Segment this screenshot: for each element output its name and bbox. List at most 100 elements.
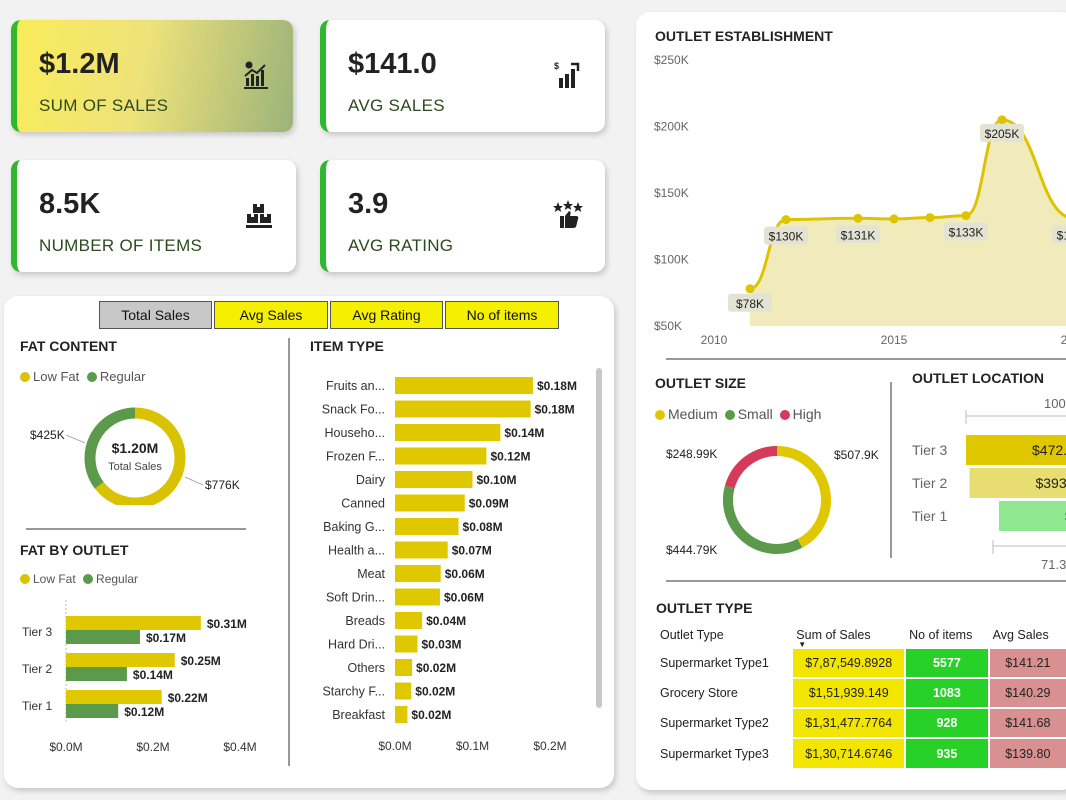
donut-slice [94,407,186,505]
data-label-bg [980,123,1024,142]
divider [666,580,1066,582]
vertical-divider [288,338,290,766]
outlet-type-title: OUTLET TYPE [656,600,753,616]
cell-outlet-type: Supermarket Type2 [656,707,793,738]
kpi-label: AVG RATING [348,236,454,255]
category-label: Tier 3 [912,442,947,458]
data-label-bg [944,222,988,241]
tick-label: $0.0M [49,740,82,754]
data-point [781,215,791,225]
cell-sum-of-sales: $1,51,939.149 [791,677,906,708]
donut-label-medium: $507.9K [834,448,879,462]
data-label: $0.02M [415,685,455,699]
tab-no-of-items[interactable]: No of items [445,301,559,329]
data-label: $0.02M [411,708,451,722]
data-label: $0.06M [444,591,484,605]
table-row[interactable]: Supermarket Type3 $1,30,714.6746 935 $139.8… [656,737,1066,768]
data-label: $0.03M [421,638,461,652]
package-boxes-icon [246,204,272,228]
bar [66,667,127,681]
column-header-no-of-items[interactable]: No of items [909,627,973,642]
data-point [997,115,1007,125]
kpi-card-number-of-items: 8.5K NUMBER OF ITEMS [11,160,296,272]
cell-sum-of-sales: $7,87,549.8928 [791,647,906,678]
category-label: Breakfast [332,708,385,722]
vertical-divider [890,382,892,558]
kpi-value: 8.5K [39,188,101,220]
data-label: $0.14M [133,668,173,682]
outlet-size-title: OUTLET SIZE [655,375,746,391]
data-point [889,214,899,224]
tab-avg-rating[interactable]: Avg Rating [330,301,443,329]
category-label: Snack Fo... [322,403,385,417]
category-label: Fruits an... [326,379,385,393]
donut-label-regular: $425K [30,428,65,442]
tick-label: $0.2M [136,740,169,754]
cell-outlet-type: Supermarket Type3 [656,737,793,768]
data-point [925,213,935,223]
category-label: Starchy F... [322,685,385,699]
table-row[interactable]: Grocery Store $1,51,939.149 1083 $140.29 [656,677,1066,708]
donut-label-low-fat: $776K [205,478,240,492]
kpi-label: SUM OF SALES [39,96,169,115]
tick-label: $0.2M [533,739,566,753]
data-point [961,211,971,221]
area-fill [750,119,1066,326]
table-row[interactable]: Supermarket Type2 $1,31,477.7764 928 $141.6… [656,707,1066,738]
tick-label: $100K [654,253,689,267]
tick-label: $250K [654,53,689,67]
tick-label: $0.1M [456,739,489,753]
divider [666,358,1066,360]
cell-no-of-items: 1083 [904,677,989,708]
data-label: $0.25M [181,654,221,668]
bar [395,377,533,394]
fat-by-outlet-title: FAT BY OUTLET [20,542,129,558]
cell-sum-of-sales: $1,31,477.7764 [791,707,906,738]
fat-content-title: FAT CONTENT [20,338,117,354]
tab-total-sales[interactable]: Total Sales [99,301,212,329]
category-label: Tier 3 [22,625,53,639]
donut-slice [776,446,831,548]
data-label: $0.12M [490,450,530,464]
category-label: Tier 1 [912,508,947,524]
tick-label: $200K [654,120,689,134]
table-header-row: Outlet Type Sum of Sales ▼ No of items Av… [656,622,1066,650]
column-header-avg-sales[interactable]: Avg Sales [992,627,1049,642]
category-label: Hard Dri... [328,638,385,652]
item-type-title: ITEM TYPE [310,338,384,354]
bar [998,501,1066,531]
column-header-sum-of-sales[interactable]: Sum of Sales ▼ [792,622,905,650]
category-label: Frozen F... [326,450,385,464]
data-label: $0.02M [416,661,456,675]
cell-outlet-type: Grocery Store [656,677,793,708]
outlet-establishment-title: OUTLET ESTABLISHMENT [655,28,833,44]
growth-chart-icon: $ [554,61,580,88]
fat-content-legend: Low Fat Regular [20,369,145,384]
donut-slice [84,407,136,489]
donut-slice [724,446,778,489]
data-label: $130K [769,230,804,244]
bar [395,400,531,418]
kpi-card-avg-rating: 3.9 AVG RATING [320,160,605,272]
cell-no-of-items: 928 [904,707,989,738]
legend-regular: Regular [99,369,146,384]
tab-avg-sales[interactable]: Avg Sales [214,301,328,329]
donut-center-value: $1.20M [112,440,159,456]
scrollbar[interactable] [596,368,602,708]
location-top-label: 100 [1044,396,1066,411]
legend-high: High [792,406,822,422]
donut-center-label: Total Sales [108,461,162,473]
data-label: $131K [1057,228,1066,242]
category-label: Breads [345,614,385,628]
donut-label-small: $444.79K [666,543,717,557]
location-bottom-label: 71.3 [1041,557,1066,572]
table-row[interactable]: Supermarket Type1 $7,87,549.8928 5577 $141.… [656,647,1066,678]
bar [395,635,418,653]
cell-no-of-items: 5577 [904,647,989,678]
bar [395,588,440,606]
bar [395,518,459,535]
data-label: $0.10M [477,473,517,487]
kpi-card-avg-sales: $141.0 AVG SALES $ [320,20,605,132]
column-header-outlet-type[interactable]: Outlet Type [660,627,724,642]
thumbs-up-stars-icon [553,200,583,228]
